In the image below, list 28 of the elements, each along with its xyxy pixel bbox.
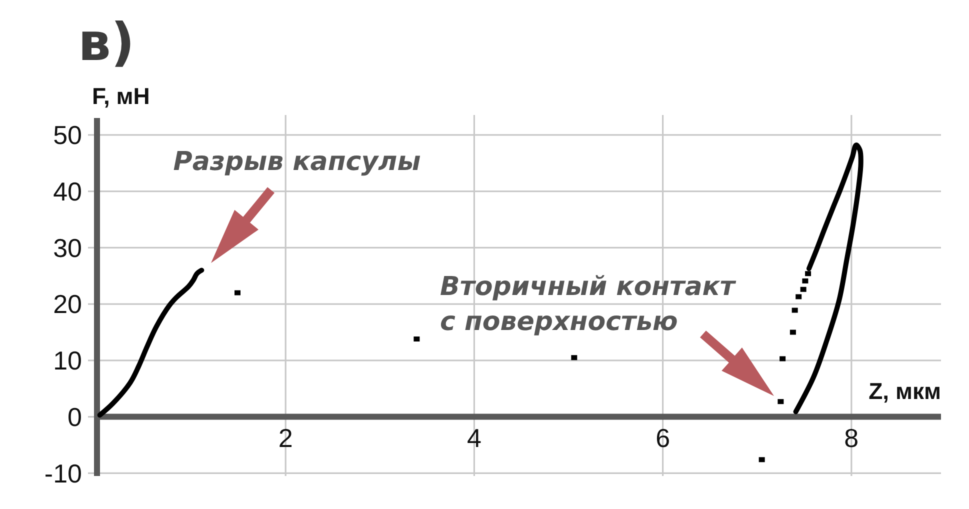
point — [758, 457, 765, 462]
y-tick-label: 50 — [53, 120, 82, 150]
point — [800, 286, 806, 292]
y-tick-label: 10 — [53, 346, 82, 376]
x-tick-label: 6 — [656, 422, 670, 453]
x-tick-label: 8 — [844, 422, 859, 453]
point — [796, 294, 802, 300]
point — [571, 355, 578, 360]
point — [792, 308, 798, 313]
point — [778, 399, 784, 404]
point — [234, 290, 241, 296]
point — [802, 278, 808, 284]
x-axis-title: Z, мкм — [868, 378, 941, 404]
point — [414, 336, 420, 342]
annotation: Разрыв капсулы — [173, 147, 421, 177]
chart-title: в) — [78, 13, 135, 73]
annotation: Вторичный контакт с поверхностью — [440, 272, 737, 337]
point — [805, 271, 812, 276]
y-tick-label: 20 — [53, 289, 82, 320]
x-tick-label: 2 — [278, 422, 293, 453]
y-axis-title: F, мН — [92, 83, 150, 109]
y-tick-label: 0 — [68, 402, 82, 432]
y-tick-label: 30 — [53, 232, 82, 263]
point — [790, 330, 796, 335]
point — [780, 356, 786, 362]
y-tick-label: 40 — [53, 176, 82, 206]
x-tick-label: 4 — [466, 422, 482, 453]
y-tick-label: -10 — [44, 458, 82, 488]
